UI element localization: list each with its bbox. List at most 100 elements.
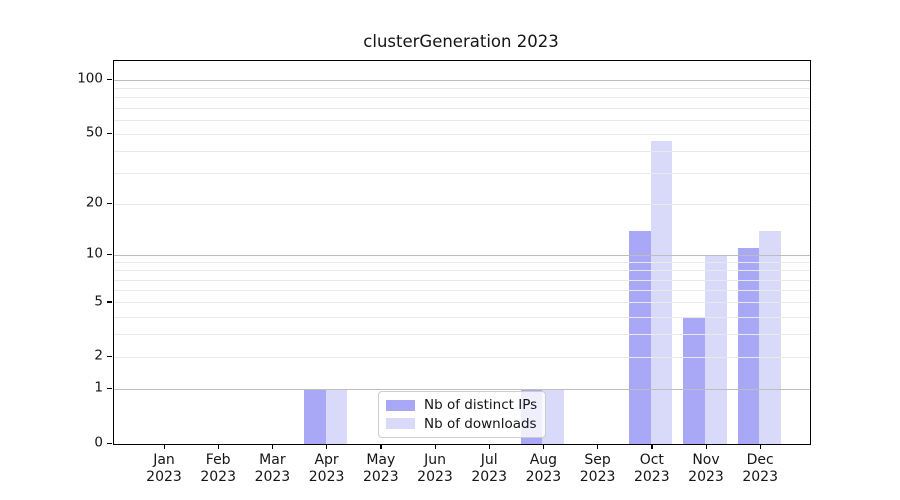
x-tick-month: Sep	[584, 452, 611, 468]
x-tick-month: Mar	[259, 452, 286, 468]
y-tick-mark-0	[106, 442, 112, 444]
x-tick-label-sep-2023: Sep 2023	[566, 452, 630, 485]
x-tick-year: 2023	[308, 468, 345, 485]
x-tick-month: Aug	[529, 452, 558, 468]
gridline-minor-40	[114, 150, 810, 152]
gridline-minor-2	[114, 356, 810, 358]
x-tick-year: 2023	[525, 468, 562, 485]
nb-of-downloads-bar-nov-2023	[705, 255, 727, 444]
x-tick-label-feb-2023: Feb 2023	[186, 452, 250, 485]
y-tick-label-2: 2	[94, 347, 103, 364]
y-tick-mark-100	[106, 78, 112, 81]
x-tick-year: 2023	[417, 468, 453, 485]
x-tick-mark-feb-2023	[217, 444, 219, 449]
nb-of-downloads-bar-apr-2023	[325, 389, 348, 444]
y-tick-mark-2	[106, 355, 112, 358]
x-tick-label-mar-2023: Mar 2023	[240, 452, 304, 485]
gridline-minor-60	[114, 119, 810, 121]
y-tick-label-5: 5	[94, 293, 103, 310]
y-tick-label-20: 20	[85, 194, 103, 211]
x-tick-mark-apr-2023	[326, 444, 328, 449]
gridline-minor-50	[114, 133, 810, 135]
x-tick-month: Jan	[153, 452, 175, 468]
x-tick-mark-may-2023	[380, 444, 382, 449]
x-tick-mark-jan-2023	[163, 444, 165, 449]
gridline-minor-5	[114, 302, 810, 304]
gridline-minor-70	[114, 107, 810, 109]
gridline-minor-20	[114, 203, 810, 205]
chart-title: clusterGeneration 2023	[363, 32, 559, 51]
y-tick-label-1: 1	[94, 379, 103, 396]
x-tick-mark-dec-2023	[759, 444, 761, 449]
x-tick-year: 2023	[200, 468, 236, 485]
x-tick-month: Feb	[205, 452, 231, 468]
x-tick-label-jan-2023: Jan 2023	[132, 452, 196, 485]
gridline-major-10	[114, 254, 810, 256]
x-tick-year: 2023	[471, 468, 507, 485]
gridline-minor-9	[114, 262, 810, 264]
gridline-minor-80	[114, 97, 810, 99]
x-tick-label-jul-2023: Jul 2023	[457, 452, 521, 485]
y-tick-mark-10	[106, 253, 112, 255]
legend: Nb of distinct IPs Nb of downloads	[378, 391, 546, 438]
x-tick-year: 2023	[362, 468, 399, 485]
x-tick-month: Nov	[692, 452, 720, 468]
nb-of-distinct-ips-bar-apr-2023	[303, 389, 326, 444]
y-tick-label-50: 50	[85, 124, 103, 141]
gridline-minor-3	[114, 334, 810, 336]
x-tick-month: Jun	[424, 452, 446, 468]
x-tick-mark-nov-2023	[705, 444, 707, 449]
x-tick-mark-jun-2023	[434, 444, 436, 449]
x-tick-year: 2023	[688, 468, 724, 485]
nb-of-distinct-ips-bar-dec-2023	[737, 248, 760, 444]
y-tick-mark-20	[106, 202, 112, 204]
x-tick-label-jun-2023: Jun 2023	[403, 452, 467, 485]
y-tick-label-0: 0	[94, 434, 103, 451]
gridline-minor-8	[114, 270, 810, 272]
y-tick-mark-50	[106, 132, 112, 134]
x-tick-month: Jul	[480, 452, 498, 468]
gridline-minor-30	[114, 172, 810, 174]
plot-area: Nb of distinct IPs Nb of downloads	[113, 60, 811, 445]
x-tick-month: Oct	[639, 452, 664, 468]
x-tick-label-oct-2023: Oct 2023	[620, 452, 684, 485]
legend-label-downloads: Nb of downloads	[424, 415, 537, 432]
nb-of-distinct-ips-bar-oct-2023	[629, 230, 651, 444]
x-tick-year: 2023	[146, 468, 182, 485]
x-tick-mark-aug-2023	[542, 444, 545, 449]
legend-item-distinct-ips: Nb of distinct IPs	[386, 397, 538, 413]
nb-of-downloads-bar-dec-2023	[759, 230, 781, 444]
x-tick-year: 2023	[254, 468, 291, 485]
x-tick-mark-oct-2023	[651, 444, 653, 449]
x-tick-month: Apr	[314, 452, 339, 468]
gridline-minor-6	[114, 290, 810, 292]
gridline-major-1	[114, 388, 810, 390]
legend-item-downloads: Nb of downloads	[386, 416, 538, 432]
y-tick-mark-5	[106, 301, 112, 303]
y-tick-mark-1	[106, 387, 112, 390]
legend-label-distinct-ips: Nb of distinct IPs	[424, 397, 538, 414]
x-tick-label-may-2023: May 2023	[349, 452, 413, 485]
x-tick-label-apr-2023: Apr 2023	[295, 452, 359, 485]
gridline-minor-7	[114, 279, 810, 281]
gridline-minor-90	[114, 88, 810, 89]
legend-swatch-downloads	[386, 418, 415, 429]
x-tick-label-dec-2023: Dec 2023	[728, 452, 792, 485]
x-tick-label-aug-2023: Aug 2023	[511, 452, 575, 485]
x-tick-year: 2023	[579, 468, 616, 485]
x-tick-year: 2023	[633, 468, 670, 485]
x-tick-mark-sep-2023	[597, 444, 599, 449]
x-tick-mark-jul-2023	[488, 444, 490, 449]
y-tick-label-100: 100	[77, 70, 103, 87]
x-tick-mark-mar-2023	[271, 444, 274, 449]
nb-of-downloads-bar-oct-2023	[650, 140, 673, 444]
x-tick-year: 2023	[742, 468, 778, 485]
x-tick-month: Dec	[746, 452, 774, 468]
nb-of-distinct-ips-bar-nov-2023	[683, 317, 705, 444]
nb-of-downloads-bar-aug-2023	[542, 389, 565, 444]
x-tick-label-nov-2023: Nov 2023	[674, 452, 738, 485]
gridline-major-100	[114, 79, 810, 81]
legend-swatch-distinct-ips	[386, 400, 415, 411]
x-tick-month: May	[366, 452, 396, 468]
